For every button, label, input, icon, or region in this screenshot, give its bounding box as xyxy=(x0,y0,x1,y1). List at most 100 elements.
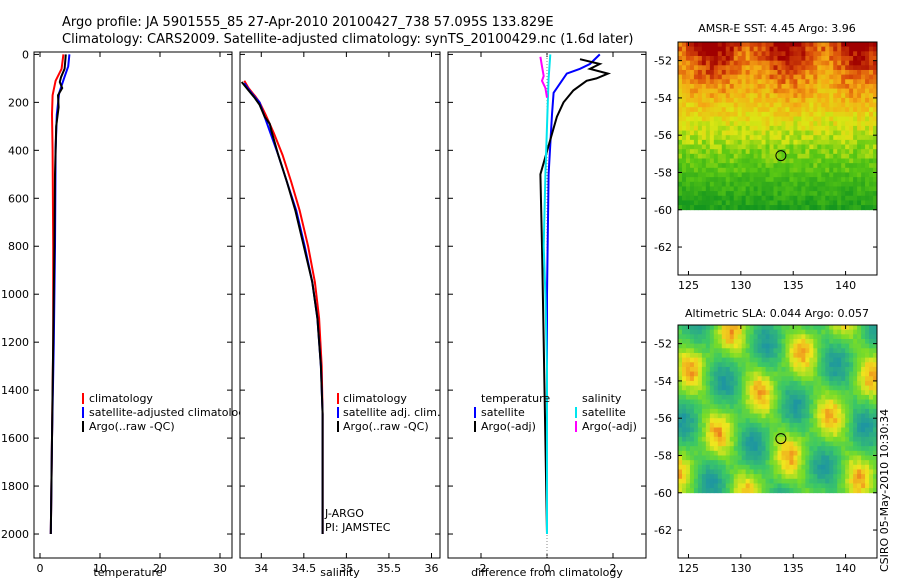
heatmap-cell xyxy=(789,469,794,475)
heatmap-cell xyxy=(717,107,723,113)
heatmap-cell xyxy=(853,399,858,405)
y-tick-label: -56 xyxy=(654,412,672,425)
temperature-xlabel: temperature xyxy=(93,566,162,579)
heatmap-cell xyxy=(765,325,770,331)
heatmap-cell xyxy=(773,163,778,169)
heatmap-cell xyxy=(845,111,850,117)
heatmap-cell xyxy=(685,116,691,122)
heatmap-cell xyxy=(785,74,790,80)
heatmap-cell xyxy=(741,334,747,340)
heatmap-cell xyxy=(733,102,739,108)
heatmap-cell xyxy=(685,111,691,117)
heatmap-cell xyxy=(721,79,727,85)
heatmap-cell xyxy=(757,432,762,438)
heatmap-cell xyxy=(849,153,854,159)
heatmap-cell xyxy=(841,69,846,76)
heatmap-cell xyxy=(721,167,727,173)
heatmap-cell xyxy=(865,464,870,470)
heatmap-cell xyxy=(701,205,707,211)
heatmap-cell xyxy=(697,371,703,377)
heatmap-cell xyxy=(713,97,719,103)
heatmap-cell xyxy=(793,88,798,94)
heatmap-cell xyxy=(729,474,735,480)
heatmap-cell xyxy=(733,352,739,359)
heatmap-cell xyxy=(725,167,731,173)
heatmap-cell xyxy=(785,343,790,349)
heatmap-cell xyxy=(833,338,838,345)
heatmap-cell xyxy=(785,334,790,340)
heatmap-cell xyxy=(825,46,830,52)
heatmap-cell xyxy=(809,107,814,113)
heatmap-cell xyxy=(845,460,850,466)
heatmap-cell xyxy=(817,46,822,52)
heatmap-cell xyxy=(697,450,703,456)
heatmap-cell xyxy=(733,191,739,197)
heatmap-cell xyxy=(845,97,850,103)
heatmap-cell xyxy=(757,338,762,345)
heatmap-cell xyxy=(817,357,822,363)
heatmap-cell xyxy=(869,181,874,187)
heatmap-cell xyxy=(713,469,719,475)
heatmap-cell xyxy=(681,478,687,484)
heatmap-cell xyxy=(873,394,878,400)
heatmap-cell xyxy=(865,116,870,122)
heatmap-cell xyxy=(777,464,782,470)
heatmap-cell xyxy=(725,181,731,187)
heatmap-cell xyxy=(753,446,758,452)
heatmap-cell xyxy=(765,181,770,187)
heatmap-cell xyxy=(797,483,802,489)
heatmap-cell xyxy=(717,177,723,183)
heatmap-cell xyxy=(837,172,842,178)
heatmap-cell xyxy=(765,366,770,372)
heatmap-cell xyxy=(845,469,850,475)
heatmap-cell xyxy=(749,348,755,354)
heatmap-cell xyxy=(709,441,715,447)
heatmap-cell xyxy=(697,177,703,183)
heatmap-cell xyxy=(717,343,723,349)
heatmap-cell xyxy=(753,195,758,201)
heatmap-cell xyxy=(825,172,830,178)
heatmap-cell xyxy=(833,376,838,382)
heatmap-cell xyxy=(741,329,747,335)
legend-swatch-temp-satellite xyxy=(474,407,476,418)
heatmap-cell xyxy=(725,97,731,103)
heatmap-cell xyxy=(813,125,818,131)
heatmap-cell xyxy=(745,60,751,66)
heatmap-cell xyxy=(801,135,806,141)
heatmap-cell xyxy=(841,74,846,80)
heatmap-cell xyxy=(857,144,862,150)
heatmap-cell xyxy=(785,432,790,438)
heatmap-cell xyxy=(678,172,683,178)
heatmap-cell xyxy=(841,478,846,484)
heatmap-cell xyxy=(721,483,727,489)
heatmap-cell xyxy=(737,97,743,103)
heatmap-cell xyxy=(841,88,846,94)
heatmap-cell xyxy=(873,380,878,386)
heatmap-cell xyxy=(705,46,711,52)
heatmap-cell xyxy=(825,385,830,391)
heatmap-cell xyxy=(789,455,794,461)
heatmap-cell xyxy=(729,366,735,372)
heatmap-cell xyxy=(777,455,782,461)
heatmap-cell xyxy=(685,469,691,475)
heatmap-cell xyxy=(825,93,830,99)
heatmap-cell xyxy=(729,46,735,52)
heatmap-cell xyxy=(685,450,691,456)
heatmap-cell xyxy=(817,478,822,484)
heatmap-cell xyxy=(765,83,770,89)
heatmap-cell xyxy=(845,408,850,414)
heatmap-cell xyxy=(773,474,778,480)
heatmap-cell xyxy=(821,125,826,131)
heatmap-cell xyxy=(865,385,870,391)
heatmap-cell xyxy=(833,163,838,169)
heatmap-cell xyxy=(701,107,707,113)
heatmap-cell xyxy=(713,325,719,331)
heatmap-cell xyxy=(761,158,766,164)
heatmap-cell xyxy=(749,79,755,85)
heatmap-cell xyxy=(709,376,715,382)
heatmap-cell xyxy=(849,338,854,345)
heatmap-cell xyxy=(761,357,766,363)
heatmap-cell xyxy=(697,390,703,396)
heatmap-cell xyxy=(721,116,727,122)
heatmap-cell xyxy=(678,446,683,452)
